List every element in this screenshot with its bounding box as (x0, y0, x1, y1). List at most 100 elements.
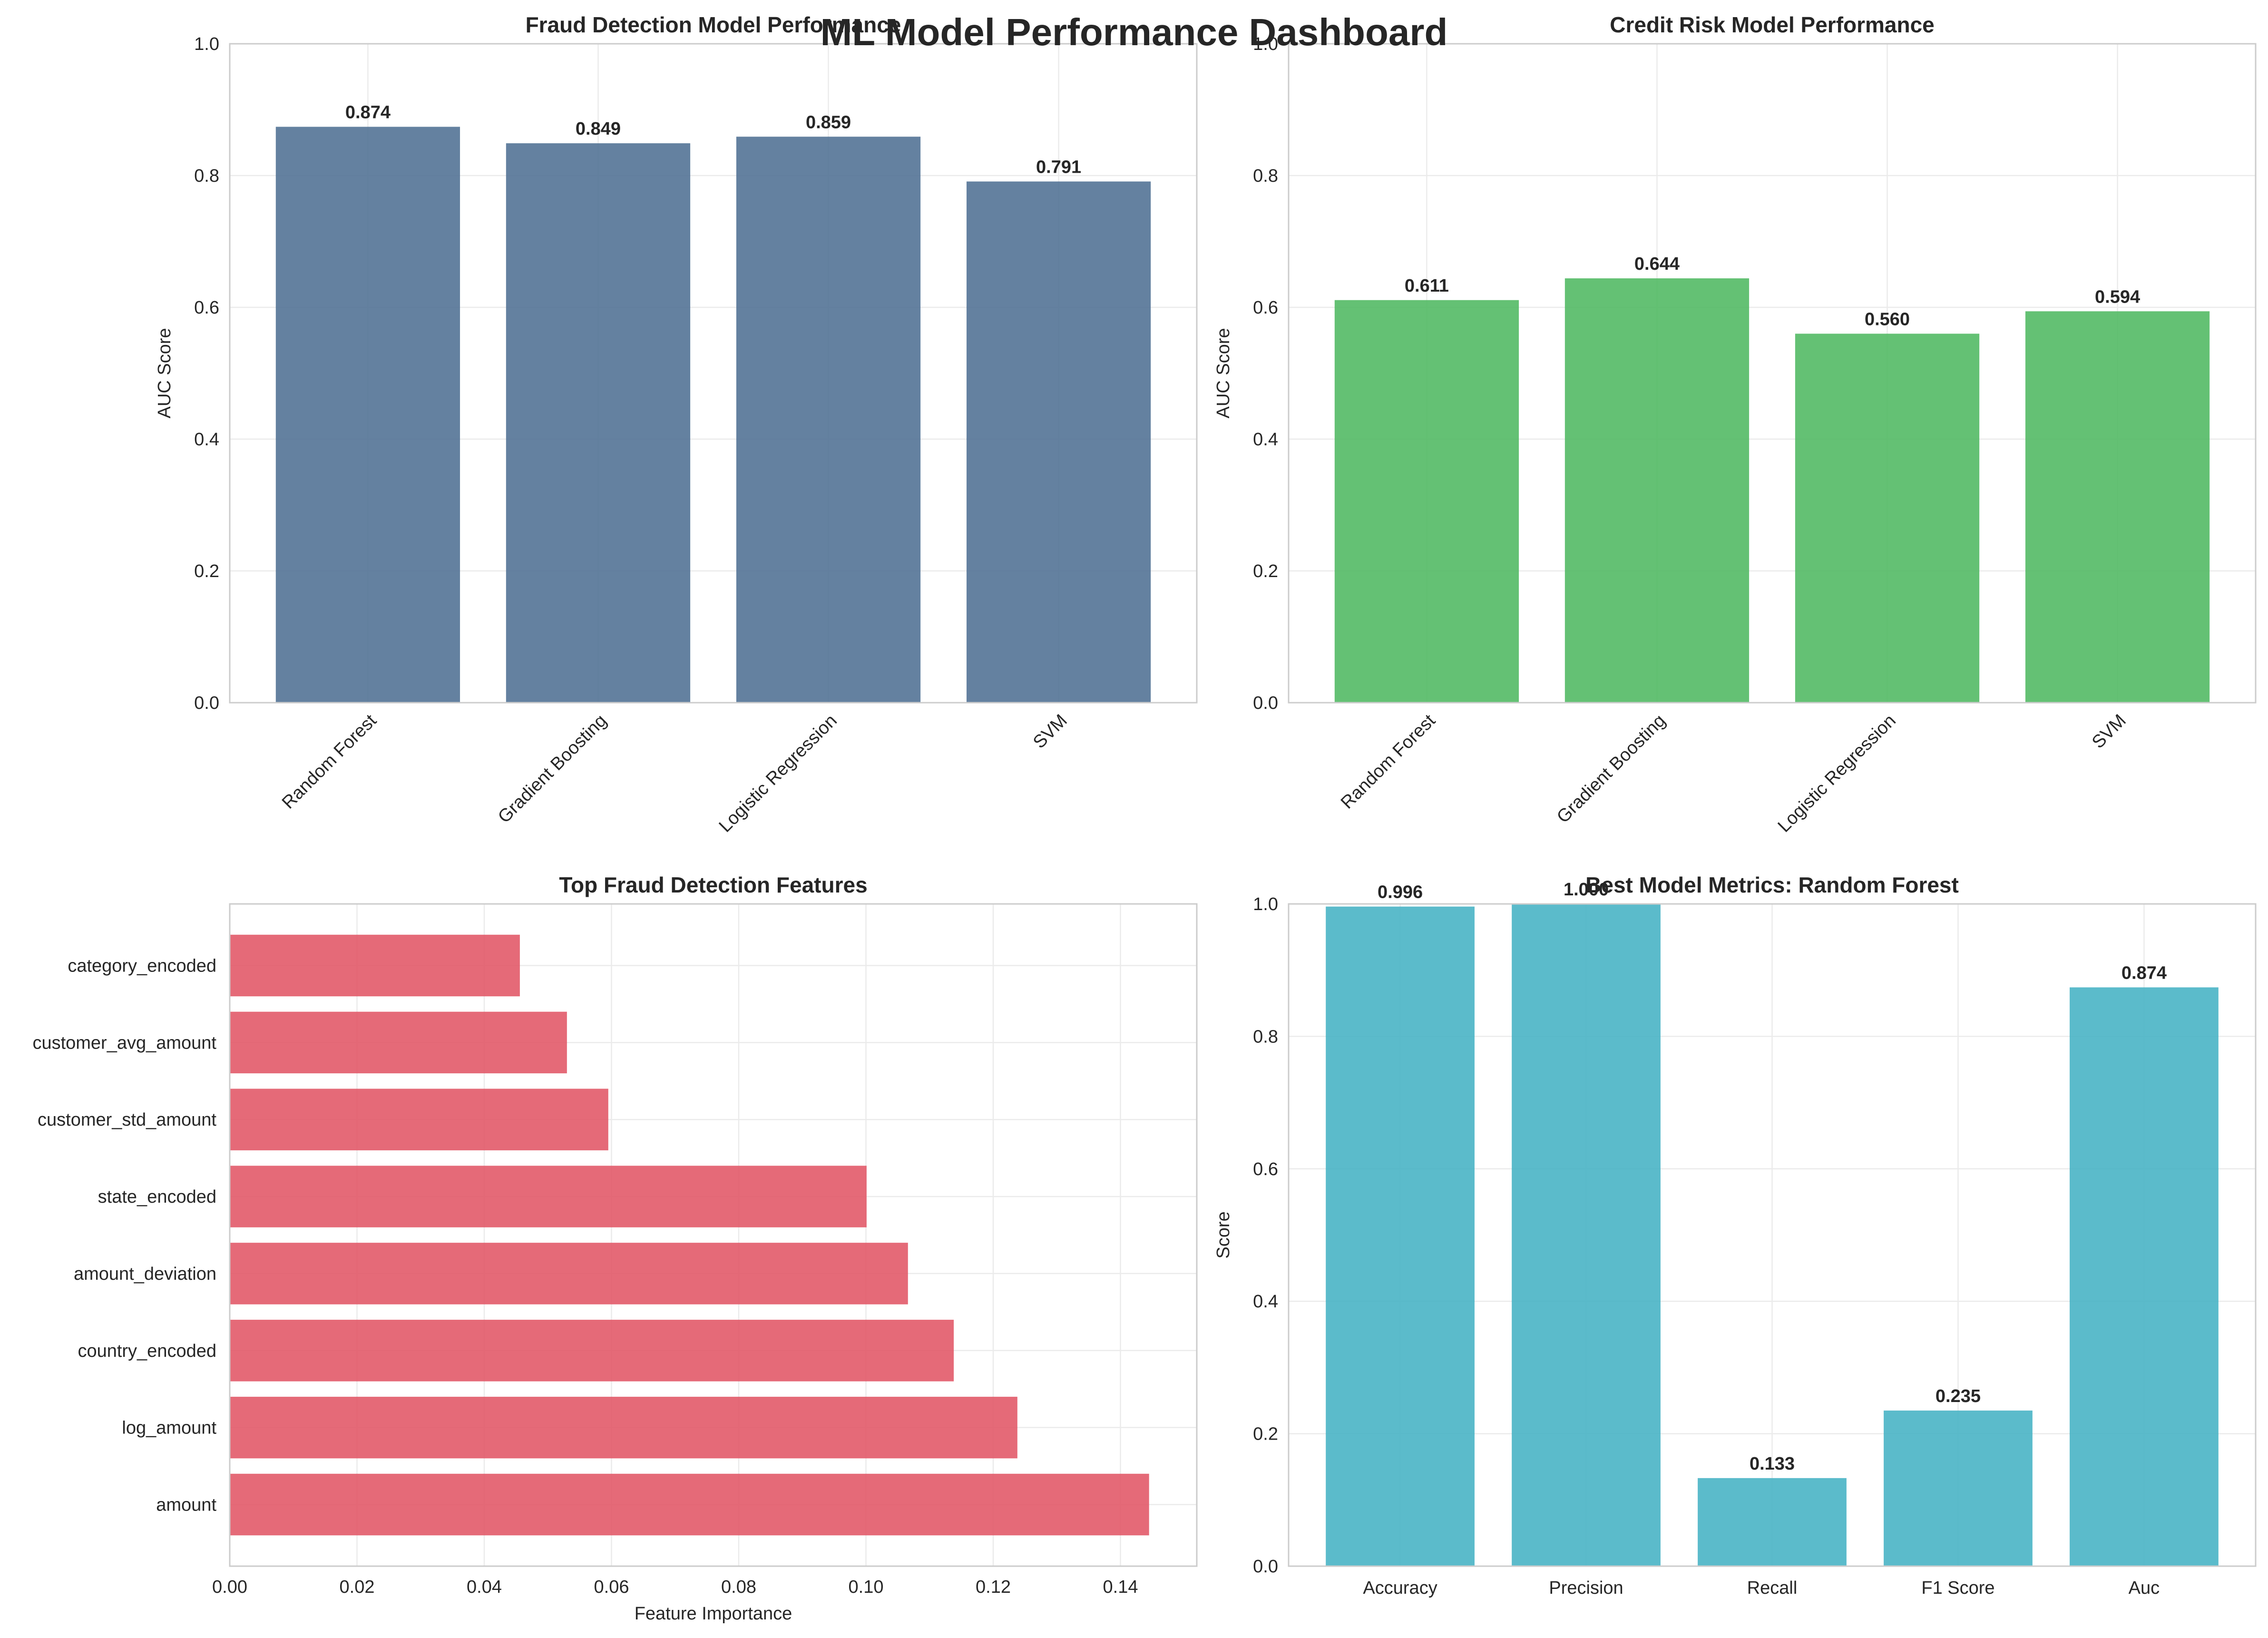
credit-ytick-label: 1.0 (1253, 34, 1278, 54)
credit-bar (1795, 333, 1980, 703)
credit-xtick-label: Logistic Regression (1774, 711, 1900, 836)
credit-frame (1288, 43, 2257, 704)
features-chart: 0.00 0.02 0.04 0.06 0.08 0.10 0.12 0.14 amount lo… (32, 873, 1198, 1624)
fraud-ytick-label: 1.0 (194, 34, 219, 54)
fraud-title: Fraud Detection Model Performance (526, 12, 901, 37)
credit-title: Credit Risk Model Performance (1610, 12, 1935, 37)
features-bar (230, 1089, 608, 1150)
metrics-ytick-label: 0.2 (1253, 1424, 1278, 1444)
credit-value-label: 0.594 (2095, 287, 2140, 307)
metrics-value-label: 0.874 (2121, 963, 2167, 983)
metrics-title: Best Model Metrics: Random Forest (1585, 873, 1959, 897)
features-xtick-label: 0.08 (721, 1577, 756, 1597)
metrics-ytick-label: 1.0 (1253, 894, 1278, 914)
credit-ytick-label: 0.4 (1253, 430, 1278, 450)
metrics-xtick-label: Auc (2129, 1578, 2160, 1598)
features-xtick-label: 0.00 (212, 1577, 247, 1597)
features-xtick-label: 0.04 (467, 1577, 502, 1597)
features-xtick-label: 0.14 (1103, 1577, 1138, 1597)
fraud-bar (275, 127, 460, 703)
metrics-xtick-label: Recall (1747, 1578, 1798, 1598)
credit-xtick-label: SVM (2088, 711, 2130, 753)
features-xtick-label: 0.10 (849, 1577, 884, 1597)
credit-bar (1564, 278, 1750, 703)
metrics-ylabel: Score (1213, 1211, 1233, 1258)
dashboard-title: ML Model Performance Dashboard (820, 11, 1448, 53)
features-ytick-label: amount_deviation (74, 1264, 216, 1284)
metrics-ytick-label: 0.0 (1253, 1557, 1278, 1577)
features-ytick-label: state_encoded (98, 1187, 216, 1207)
features-title: Top Fraud Detection Features (559, 873, 867, 897)
features-bar (230, 1243, 908, 1305)
fraud-xtick-label: SVM (1029, 711, 1071, 753)
fraud-bar (506, 143, 691, 703)
fraud-ytick-label: 0.8 (194, 166, 219, 186)
credit-ytick-label: 0.0 (1253, 693, 1278, 713)
features-ytick-label: log_amount (122, 1418, 216, 1438)
credit-xtick-label: Gradient Boosting (1553, 711, 1670, 827)
metrics-xtick-label: F1 Score (1921, 1578, 1994, 1598)
metrics-ytick-label: 0.8 (1253, 1027, 1278, 1047)
credit-chart: 0.0 0.2 0.4 0.6 0.8 1.0 0.611 Random Forest 0.64… (1213, 12, 2257, 836)
metrics-bar (1512, 904, 1661, 1566)
metrics-value-label: 0.996 (1378, 883, 1423, 902)
credit-value-label: 0.611 (1405, 276, 1449, 296)
fraud-value-label: 0.874 (345, 103, 391, 123)
fraud-ytick-label: 0.4 (194, 430, 219, 450)
credit-bar (1334, 300, 1519, 703)
fraud-value-label: 0.859 (806, 112, 851, 132)
credit-ytick-label: 0.2 (1253, 561, 1278, 581)
metrics-ytick-label: 0.6 (1253, 1159, 1278, 1179)
metrics-chart: 0.0 0.2 0.4 0.6 0.8 1.0 0.996 Accuracy 1.000 Prec… (1213, 873, 2257, 1598)
features-frame (229, 903, 1198, 1567)
metrics-frame (1288, 903, 2257, 1567)
credit-ylabel: AUC Score (1213, 328, 1233, 418)
features-bar (230, 1320, 954, 1382)
features-xtick-label: 0.12 (976, 1577, 1011, 1597)
fraud-ylabel: AUC Score (155, 328, 175, 418)
fraud-ytick-label: 0.0 (194, 693, 219, 713)
features-bar (230, 934, 520, 997)
fraud-ytick-label: 0.2 (194, 561, 219, 581)
features-ytick-label: customer_avg_amount (32, 1033, 216, 1053)
credit-xtick-label: Random Forest (1337, 710, 1439, 813)
metrics-xtick-label: Accuracy (1363, 1578, 1437, 1598)
features-bar (230, 1396, 1017, 1459)
features-xtick-label: 0.06 (594, 1577, 629, 1597)
fraud-xtick-label: Gradient Boosting (494, 711, 611, 827)
fraud-xtick-label: Logistic Regression (715, 711, 841, 836)
credit-value-label: 0.644 (1634, 254, 1680, 274)
metrics-bar (2070, 987, 2219, 1566)
fraud-ytick-label: 0.6 (194, 298, 219, 318)
fraud-value-label: 0.849 (576, 119, 621, 139)
features-xlabel: Feature Importance (635, 1604, 792, 1624)
features-ytick-label: customer_std_amount (38, 1110, 216, 1130)
credit-ytick-label: 0.6 (1253, 298, 1278, 318)
fraud-bar (966, 181, 1151, 703)
features-xtick-label: 0.02 (340, 1577, 375, 1597)
features-bar (230, 1011, 567, 1074)
metrics-value-label: 0.133 (1750, 1454, 1795, 1474)
credit-value-label: 0.560 (1865, 309, 1910, 329)
credit-bar (2025, 311, 2210, 703)
credit-ytick-label: 0.8 (1253, 166, 1278, 186)
fraud-bar (736, 137, 921, 703)
features-bar (230, 1473, 1149, 1536)
fraud-value-label: 0.791 (1036, 157, 1081, 177)
metrics-bar (1698, 1478, 1847, 1566)
features-ytick-label: amount (156, 1495, 216, 1515)
metrics-value-label: 1.000 (1564, 880, 1609, 900)
fraud-chart: 0.0 0.2 0.4 0.6 0.8 1.0 0.874 Random Forest 0.84… (155, 12, 1198, 836)
fraud-xtick-label: Random Forest (278, 710, 381, 813)
metrics-value-label: 0.235 (1936, 1386, 1981, 1406)
features-ytick-label: country_encoded (78, 1341, 216, 1361)
features-bar (230, 1166, 867, 1227)
metrics-xtick-label: Precision (1549, 1578, 1623, 1598)
fraud-frame (229, 43, 1198, 704)
metrics-ytick-label: 0.4 (1253, 1292, 1278, 1312)
features-ytick-label: category_encoded (68, 956, 216, 976)
metrics-bar (1884, 1410, 2033, 1566)
metrics-bar (1326, 906, 1475, 1566)
